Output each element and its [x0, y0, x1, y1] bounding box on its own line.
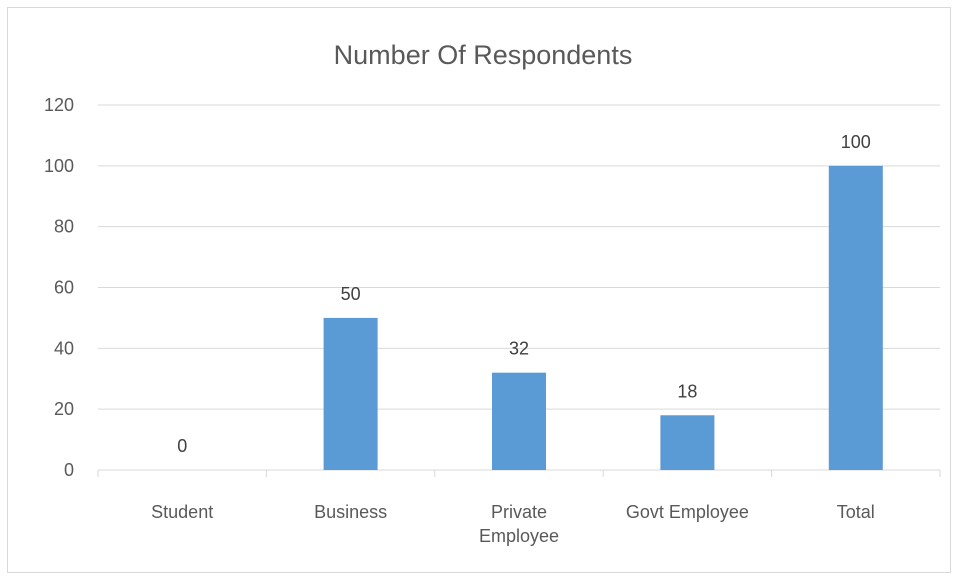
y-axis-ticks: 0 20 40 60 80 100 120	[44, 95, 74, 480]
chart-title: Number Of Respondents	[334, 40, 633, 70]
bars	[323, 165, 883, 471]
data-labels: 0 50 32 18 100	[177, 132, 871, 456]
x-tick-label: Total	[837, 502, 875, 522]
data-label: 32	[509, 339, 529, 359]
y-tick-label: 100	[44, 156, 74, 176]
y-tick-label: 40	[54, 338, 74, 358]
y-tick-label: 60	[54, 278, 74, 298]
data-label: 0	[177, 436, 187, 456]
x-tick-label: Private Employee	[479, 502, 559, 546]
chart-frame	[7, 7, 951, 573]
x-axis-labels: Student Business Private Employee Govt Emplo…	[151, 502, 875, 546]
bar-business	[323, 317, 378, 470]
data-label: 18	[677, 381, 697, 401]
y-tick-label: 80	[54, 217, 74, 237]
y-tick-label: 20	[54, 399, 74, 419]
y-tick-label: 120	[44, 95, 74, 115]
data-label: 100	[841, 132, 871, 152]
bar-total	[828, 165, 883, 471]
gridlines	[97, 104, 941, 477]
x-tick-label: Student	[151, 502, 213, 522]
x-tick-label: Business	[314, 502, 387, 522]
y-tick-label: 0	[64, 460, 74, 480]
x-tick-label: Govt Employee	[626, 502, 749, 522]
bar-govt-employee	[660, 415, 715, 470]
data-label: 50	[341, 284, 361, 304]
bar-private-employee	[492, 372, 546, 470]
